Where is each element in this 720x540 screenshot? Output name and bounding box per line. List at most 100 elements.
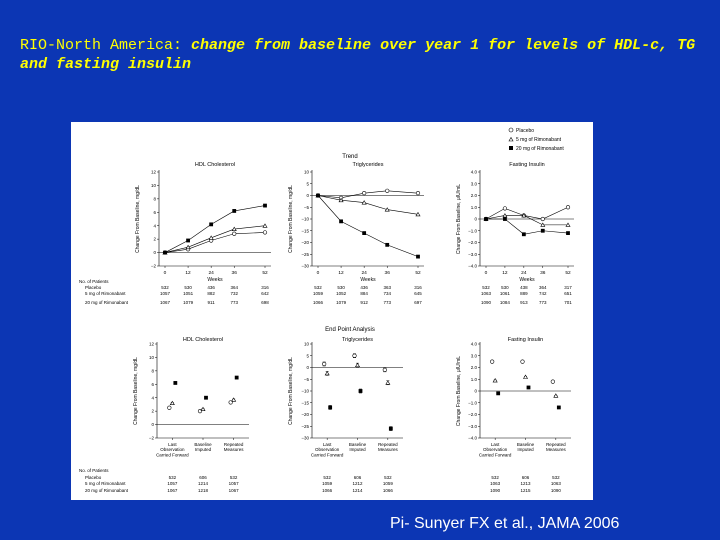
- patient-count: 316: [261, 285, 269, 290]
- y-tick-label: −2: [149, 436, 155, 441]
- patient-count: 530: [501, 285, 509, 290]
- patient-count: 913: [520, 300, 528, 305]
- patient-count: 1063: [551, 481, 562, 486]
- data-point: [262, 223, 268, 228]
- y-tick-label: 2: [151, 409, 154, 414]
- data-point: [484, 217, 488, 221]
- patient-count: 912: [360, 300, 368, 305]
- data-point: [185, 244, 191, 250]
- data-point: [234, 375, 239, 380]
- patients-endpoint: No. of Patients Placebo 5 mg of Rimonaba…: [79, 468, 129, 493]
- patient-count: 1214: [352, 488, 363, 493]
- patient-count: 364: [539, 285, 547, 290]
- y-tick-label: −10: [301, 389, 309, 394]
- category-label: Baseline Imputed: [194, 442, 212, 452]
- patient-count: 364: [230, 285, 238, 290]
- patient-count: 1066: [322, 488, 333, 493]
- x-tick-label: 12: [502, 270, 508, 276]
- data-point: [231, 226, 237, 231]
- slide-title: RIO-North America: change from baseline …: [20, 36, 710, 74]
- patient-count: 532: [491, 475, 499, 480]
- y-tick-label: 1.0: [471, 205, 478, 210]
- data-point: [316, 193, 320, 198]
- data-point: [385, 242, 390, 247]
- y-axis-label: Change From Baseline, mg/dL: [288, 185, 294, 253]
- data-point: [232, 209, 237, 213]
- legend-20mg-marker: [509, 146, 513, 150]
- patient-count: 1057: [160, 291, 171, 296]
- patient-count: 530: [184, 285, 192, 290]
- data-point: [490, 359, 495, 364]
- series-line: [317, 195, 419, 215]
- y-tick-label: −1.0: [468, 228, 477, 233]
- data-point: [415, 211, 421, 217]
- x-tick-label: 24: [521, 270, 527, 276]
- y-tick-label: 12: [151, 170, 157, 175]
- patient-count: 1059: [383, 481, 394, 486]
- x-axis-label: Weeks: [207, 277, 223, 283]
- x-tick-label: 12: [185, 270, 191, 276]
- y-tick-label: 4: [151, 395, 154, 400]
- patient-count: 1214: [198, 481, 209, 486]
- patient-count: 882: [207, 291, 215, 296]
- series-line: [164, 232, 266, 253]
- data-point: [197, 409, 203, 414]
- series-5mg: [162, 223, 268, 255]
- patient-count: 645: [414, 291, 422, 296]
- patient-count: 1063: [481, 291, 492, 296]
- data-point: [522, 374, 529, 379]
- data-point: [354, 362, 361, 368]
- series-5mg: [324, 362, 391, 386]
- y-tick-label: −25: [301, 424, 309, 429]
- data-point: [208, 235, 214, 240]
- y-axis-label: Change From Baseline, mg/dL: [135, 185, 141, 253]
- y-tick-label: 6: [153, 210, 156, 215]
- data-point: [324, 370, 330, 376]
- y-tick-label: 8: [151, 368, 154, 373]
- data-point: [556, 405, 561, 410]
- trend-label: Trend: [342, 154, 357, 160]
- title-lead: RIO-North America:: [20, 37, 183, 54]
- patient-count: 317: [564, 285, 572, 290]
- patient-count: 911: [208, 300, 216, 305]
- patients-row-5mg-trend: 5 mg of Rimonabant: [85, 291, 126, 296]
- data-point: [540, 222, 546, 227]
- y-tick-label: 4.0: [471, 342, 478, 347]
- series-20mg: [173, 375, 239, 400]
- category-label: Last Observation Carried Forward: [156, 442, 189, 457]
- y-tick-label: 0: [474, 217, 477, 222]
- data-point: [565, 205, 571, 210]
- data-point: [540, 228, 545, 233]
- patient-count: 1051: [183, 291, 194, 296]
- y-tick-label: 0: [474, 389, 477, 394]
- patient-count: 606: [522, 475, 530, 480]
- y-tick-label: 4: [153, 223, 156, 228]
- category-label: Repeated Measures: [224, 442, 245, 452]
- patient-count: 436: [207, 285, 215, 290]
- y-tick-label: 2.0: [471, 193, 478, 198]
- series-20mg: [496, 385, 561, 410]
- patient-count: 1067: [229, 488, 240, 493]
- patient-count: 532: [552, 475, 560, 480]
- patient-count: 1079: [183, 300, 194, 305]
- citation: Pi- Sunyer FX et al., JAMA 2006: [390, 515, 620, 532]
- patient-count: 732: [230, 291, 238, 296]
- patient-count: 1057: [167, 481, 178, 486]
- patients-header-trend: No. of Patients: [79, 279, 109, 284]
- series-line: [317, 195, 419, 257]
- patient-count: 532: [230, 475, 238, 480]
- patients-row-placebo-trend: Placebo: [85, 285, 102, 290]
- x-tick-label: 12: [338, 270, 344, 276]
- chart-title: HDL Cholesterol: [183, 337, 223, 343]
- data-point: [388, 426, 393, 431]
- legend-placebo-label: Placebo: [516, 128, 534, 134]
- y-tick-label: 10: [304, 170, 310, 175]
- patient-count: 701: [564, 300, 572, 305]
- y-tick-label: −2.0: [468, 412, 477, 417]
- series-line: [485, 215, 568, 226]
- patient-count: 1212: [352, 481, 363, 486]
- figure-svg: Trend End Point Analysis Placebo 5 mg of…: [79, 127, 574, 493]
- data-point: [262, 230, 268, 235]
- data-point: [385, 188, 390, 193]
- x-tick-label: 36: [540, 270, 546, 276]
